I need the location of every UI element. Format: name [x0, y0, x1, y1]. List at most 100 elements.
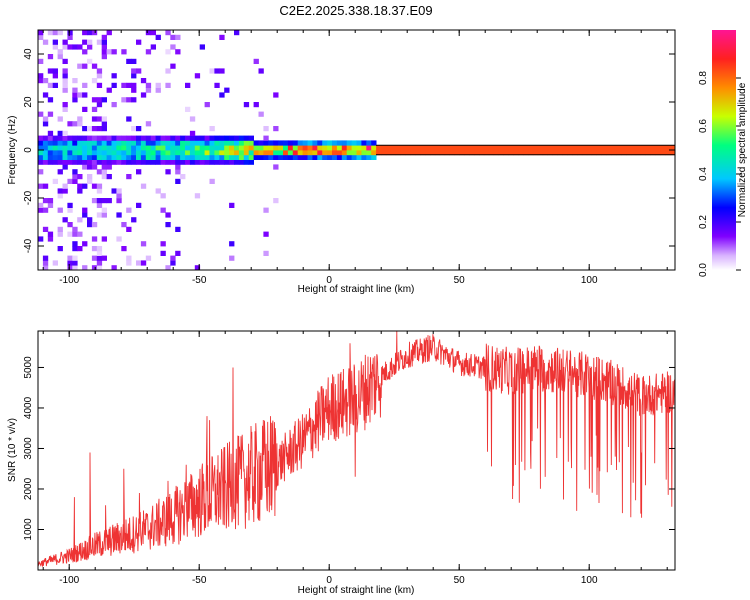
heatmap-cell: [52, 140, 58, 146]
heatmap-cell: [346, 150, 352, 156]
heatmap-cell: [96, 159, 103, 165]
heatmap-cell: [660, 150, 666, 156]
heatmap-cell: [194, 265, 201, 270]
heatmap-cell: [346, 145, 352, 151]
heatmap-cell: [630, 150, 637, 156]
heatmap-cell: [145, 154, 152, 160]
heatmap-cell: [140, 78, 147, 84]
heatmap-cell: [263, 145, 269, 151]
heatmap-cell: [111, 159, 117, 165]
heatmap-cell: [47, 140, 54, 146]
heatmap-cell: [219, 150, 225, 156]
heatmap-cell: [57, 159, 63, 165]
heatmap-cell: [523, 145, 529, 151]
heatmap-cell: [101, 116, 107, 122]
heatmap-cell: [415, 145, 421, 151]
heatmap-cell: [96, 102, 103, 108]
heatmap-cell: [131, 73, 137, 79]
heatmap-cell: [150, 159, 156, 165]
heatmap-cell: [577, 150, 583, 156]
heatmap-cell: [185, 106, 191, 112]
heatmap-cell: [253, 58, 259, 64]
heatmap-cell: [189, 140, 196, 146]
heatmap-cell: [165, 145, 171, 151]
heatmap-cell: [287, 140, 294, 146]
heatmap-cell: [82, 63, 88, 69]
heatmap-cell: [547, 145, 553, 151]
heatmap-cell: [170, 63, 176, 69]
heatmap-cell: [170, 145, 176, 151]
heatmap-cell: [586, 150, 593, 156]
heatmap-cell: [596, 150, 602, 156]
heatmap-cell: [381, 145, 387, 151]
heatmap-cell: [273, 92, 279, 98]
snr-y-tick-label: 1000: [23, 518, 34, 541]
heatmap-cell: [273, 150, 279, 156]
heatmap-cell: [126, 58, 132, 64]
heatmap-cell: [532, 145, 539, 151]
heatmap-cell: [136, 39, 142, 45]
heatmap-cell: [160, 154, 166, 160]
heatmap-cell: [121, 135, 127, 141]
heatmap-cell: [327, 145, 333, 151]
heatmap-cell: [52, 154, 58, 160]
colorbar-tick-label: 0.8: [698, 71, 709, 85]
heatmap-cell: [82, 159, 88, 165]
heatmap-cell: [248, 159, 254, 165]
heatmap-cell: [91, 246, 98, 252]
heatmap-cell: [72, 169, 78, 175]
snr-y-label: SNR (10 * v/v): [7, 418, 18, 482]
heatmap-cell: [57, 193, 63, 199]
spectrogram-x-label: Height of straight line (km): [298, 284, 415, 295]
heatmap-cell: [626, 150, 632, 156]
heatmap-cell: [194, 140, 201, 146]
heatmap-cell: [209, 159, 215, 165]
heatmap-cell: [52, 39, 58, 45]
heatmap-cell: [101, 54, 107, 60]
heatmap-cell: [67, 207, 73, 213]
heatmap-cell: [194, 135, 201, 141]
heatmap-cell: [150, 135, 156, 141]
heatmap-cell: [229, 150, 235, 156]
heatmap-cell: [214, 150, 220, 156]
heatmap-cell: [126, 135, 132, 141]
heatmap-cell: [165, 265, 171, 270]
heatmap-cell: [62, 150, 68, 156]
heatmap-cell: [38, 169, 44, 175]
heatmap-cell: [209, 150, 215, 156]
heatmap-cell: [204, 135, 210, 141]
heatmap-cell: [96, 135, 103, 141]
heatmap-cell: [67, 145, 73, 151]
heatmap-cell: [106, 198, 112, 204]
heatmap-cell: [42, 207, 49, 213]
heatmap-cell: [72, 87, 78, 93]
heatmap-cell: [57, 169, 63, 175]
heatmap-cell: [57, 130, 63, 136]
heatmap-cell: [180, 135, 186, 141]
spectrogram-x-tick-label: -100: [59, 275, 79, 286]
heatmap-cell: [101, 39, 107, 45]
heatmap-cell: [57, 145, 63, 151]
heatmap-cell: [155, 159, 161, 165]
heatmap-cell: [493, 145, 499, 151]
heatmap-cell: [42, 183, 49, 189]
heatmap-cell: [243, 145, 250, 151]
heatmap-cell: [111, 73, 117, 79]
heatmap-cell: [336, 150, 343, 156]
snr-line: [38, 331, 675, 567]
heatmap-cell: [665, 150, 671, 156]
heatmap-cell: [131, 82, 137, 88]
heatmap-cell: [155, 82, 161, 88]
heatmap-cell: [155, 188, 161, 194]
heatmap-cell: [234, 135, 240, 141]
heatmap-cell: [77, 231, 83, 237]
heatmap-cell: [263, 207, 269, 213]
heatmap-cell: [72, 178, 78, 184]
heatmap-cell: [77, 183, 83, 189]
heatmap-cell: [101, 164, 107, 170]
heatmap-cell: [189, 130, 196, 136]
heatmap-cell: [508, 145, 514, 151]
heatmap-cell: [278, 154, 284, 160]
heatmap-cell: [351, 145, 357, 151]
spectrogram-y-tick-label: -20: [23, 190, 34, 205]
